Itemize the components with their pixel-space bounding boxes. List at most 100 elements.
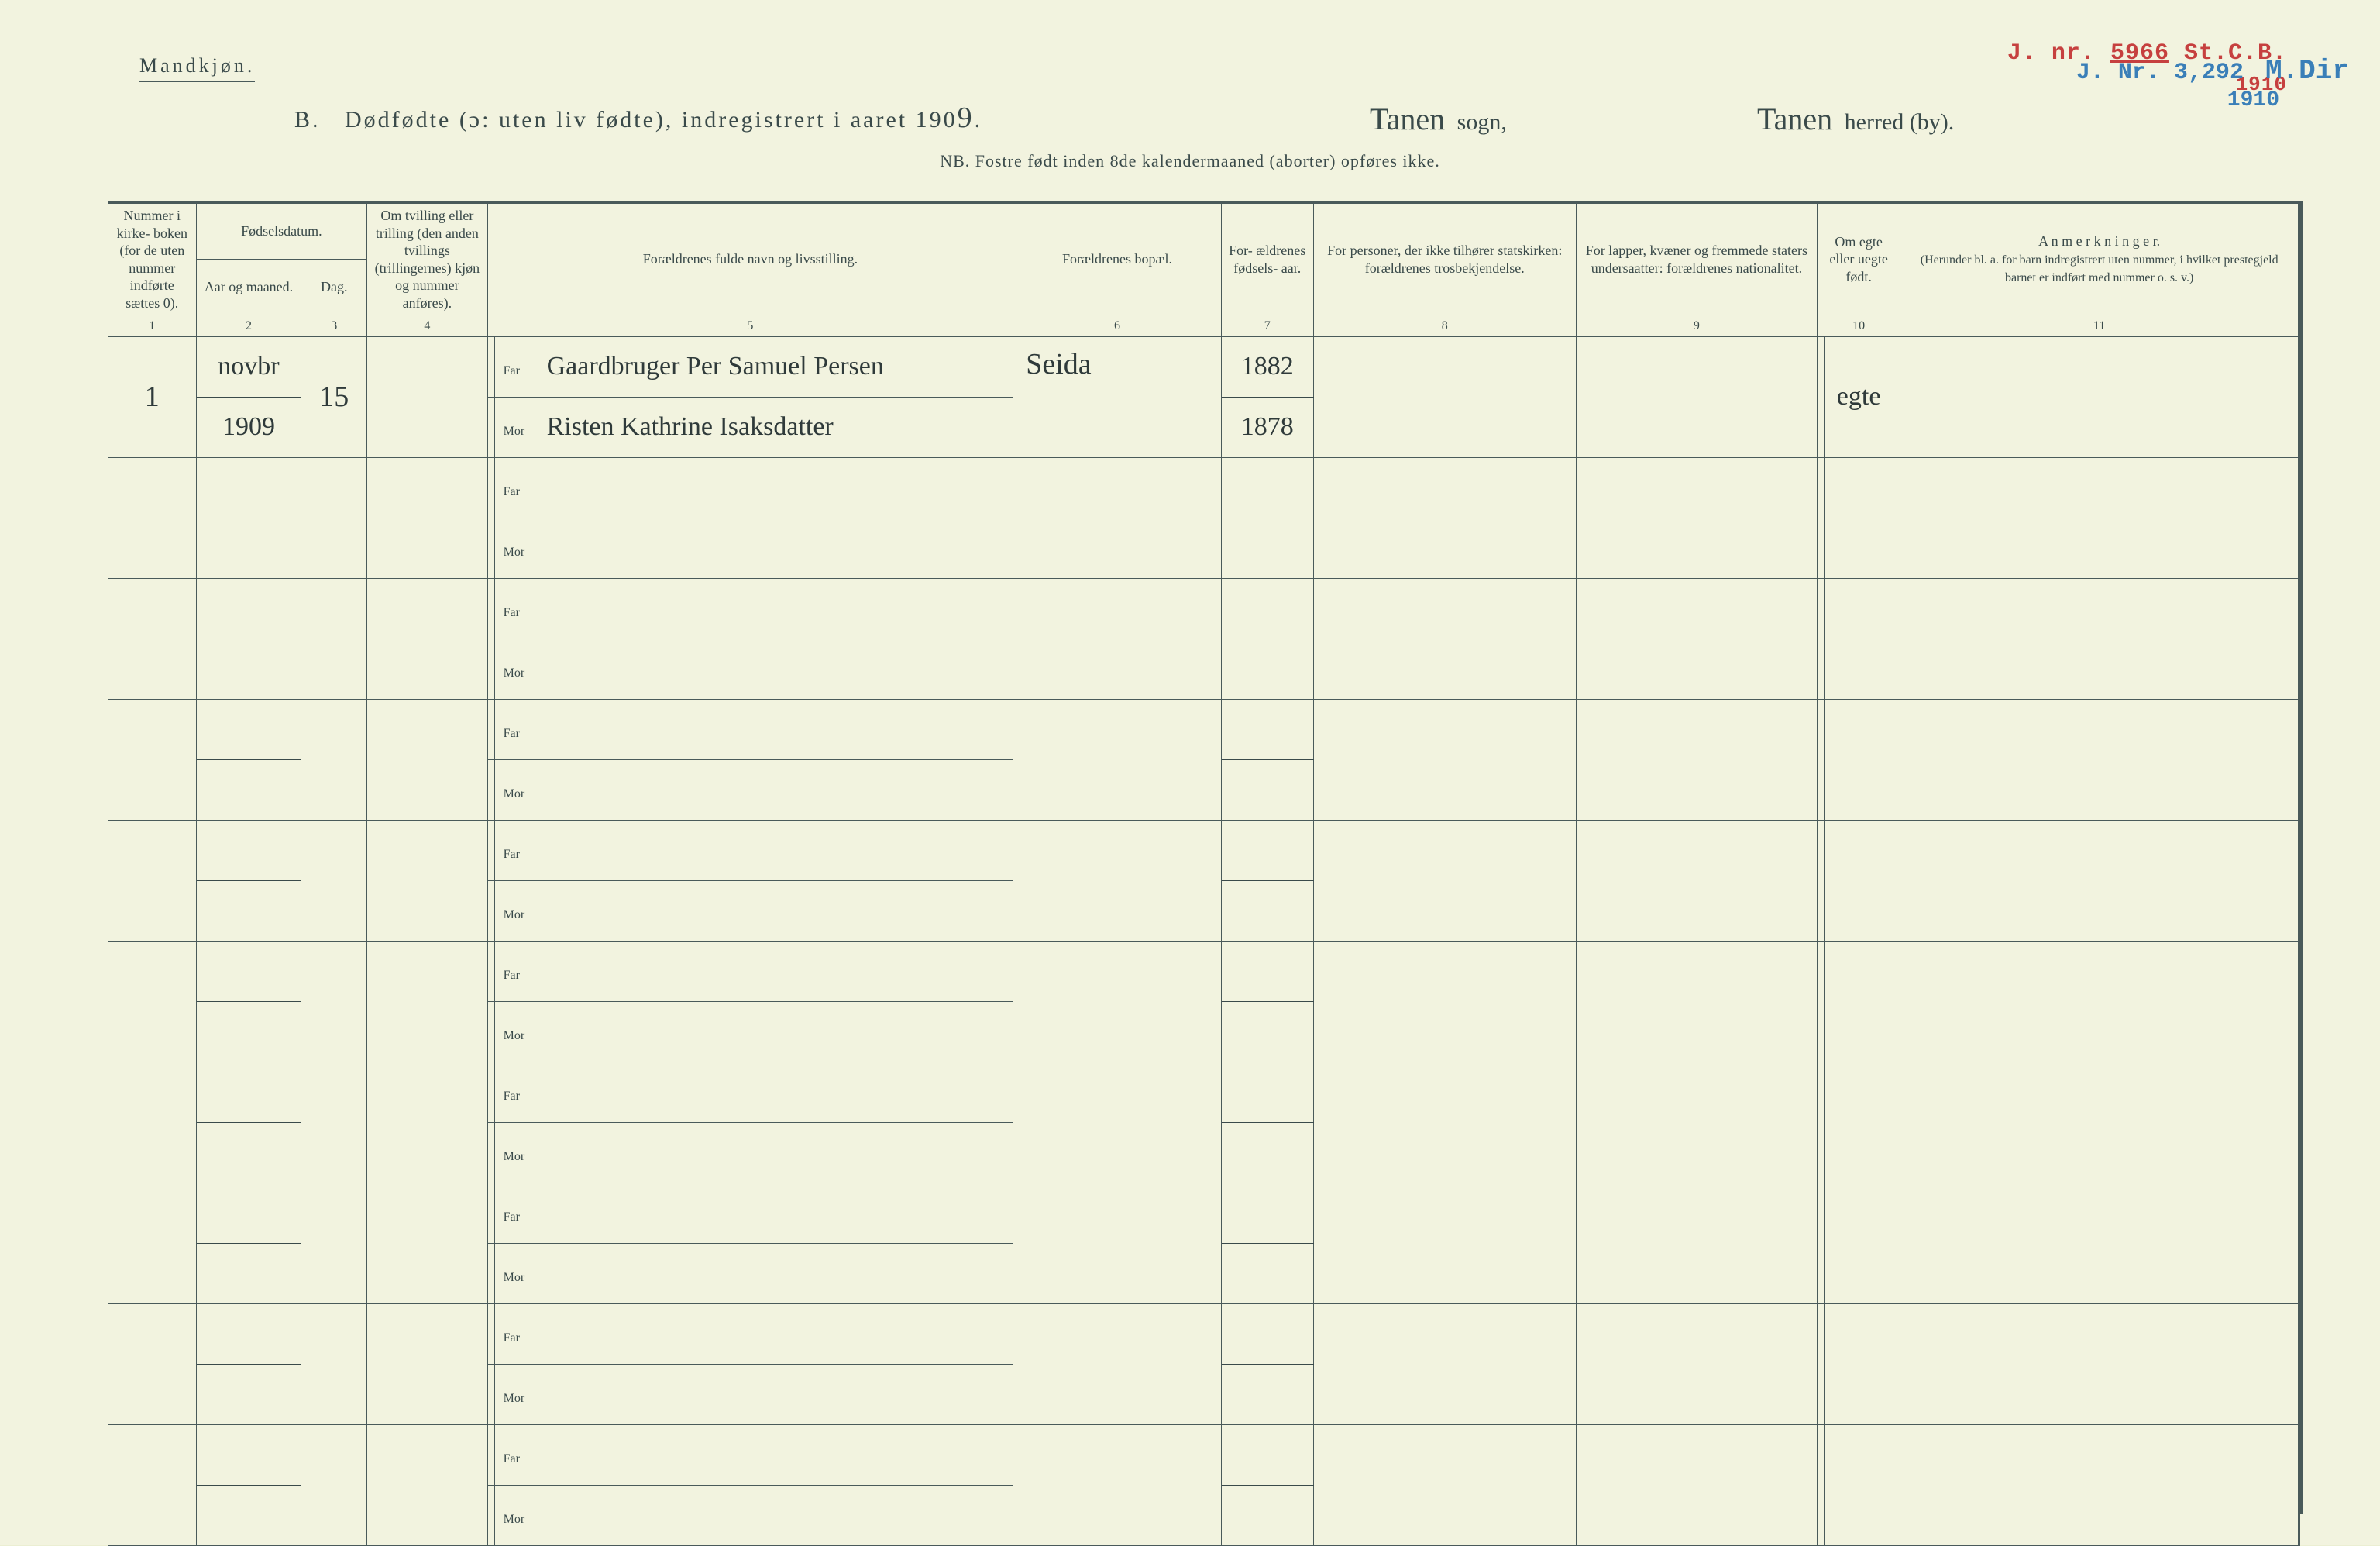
cell-bopael [1013,700,1222,821]
cell-tros [1313,458,1576,579]
herred-value: Tanen [1757,102,1832,136]
cell-twin [367,337,488,458]
col-header-9: For lapper, kvæner og fremmede staters u… [1576,204,1817,315]
cell-anm [1900,942,2299,1062]
cell-nat [1576,1062,1817,1183]
table-row: Far [108,579,2299,639]
cell-anm [1900,458,2299,579]
table-row: Far [108,821,2299,881]
cell-egte: egte [1817,337,1900,458]
cell-yearmonth-top [196,700,301,760]
col-header-6: Forældrenes bopæl. [1013,204,1222,315]
cell-twin [367,700,488,821]
cell-yearmonth-bot [196,1123,301,1183]
colnum-6: 6 [1013,315,1222,337]
cell-far-birth: 1882 [1221,337,1313,398]
cell-yearmonth-top [196,1062,301,1123]
cell-tros [1313,1183,1576,1304]
cell-far-name: Far [487,458,1013,518]
cell-yearmonth-top [196,1425,301,1486]
cell-number [108,458,196,579]
cell-mor-name: Mor [487,760,1013,821]
cell-number [108,1183,196,1304]
cell-number: 1 [108,337,196,458]
cell-egte [1817,1425,1900,1546]
col-header-7: For- ældrenes fødsels- aar. [1221,204,1313,315]
cell-tros [1313,1062,1576,1183]
cell-tros [1313,1425,1576,1546]
cell-nat [1576,579,1817,700]
cell-mor-birth [1221,881,1313,942]
cell-day [301,1425,367,1546]
cell-tros [1313,821,1576,942]
cell-far-name: Far [487,1304,1013,1365]
cell-mor-name: Mor [487,518,1013,579]
cell-anm [1900,1304,2299,1425]
table-row: Far [108,1425,2299,1486]
cell-day [301,458,367,579]
cell-bopael [1013,942,1222,1062]
cell-far-birth [1221,579,1313,639]
cell-mor-name: Mor [487,1002,1013,1062]
cell-twin [367,1304,488,1425]
cell-day [301,821,367,942]
cell-nat [1576,458,1817,579]
cell-egte [1817,458,1900,579]
cell-day [301,1062,367,1183]
cell-twin [367,1183,488,1304]
cell-yearmonth-bot [196,760,301,821]
cell-nat [1576,942,1817,1062]
cell-far-name: Far [487,1425,1013,1486]
colnum-7: 7 [1221,315,1313,337]
cell-twin [367,1062,488,1183]
cell-far-birth [1221,942,1313,1002]
cell-anm [1900,821,2299,942]
cell-nat [1576,700,1817,821]
gender-heading: Mandkjøn. [139,54,255,82]
cell-anm [1900,579,2299,700]
table-body: 1 novbr 15 FarGaardbruger Per Samuel Per… [108,337,2299,1546]
cell-yearmonth-bot [196,1002,301,1062]
cell-far-birth [1221,821,1313,881]
cell-far-birth [1221,458,1313,518]
cell-number [108,700,196,821]
cell-tros [1313,1304,1576,1425]
cell-egte [1817,1183,1900,1304]
cell-twin [367,942,488,1062]
cell-day [301,1304,367,1425]
cell-day [301,700,367,821]
cell-far-name: Far [487,700,1013,760]
cell-far-name: FarGaardbruger Per Samuel Persen [487,337,1013,398]
cell-nat [1576,1304,1817,1425]
cell-tros [1313,579,1576,700]
cell-far-name: Far [487,821,1013,881]
section-letter: B. [294,107,321,133]
cell-mor-birth [1221,1244,1313,1304]
cell-yearmonth-bot [196,639,301,700]
cell-yearmonth-top [196,821,301,881]
cell-mor-name: MorRisten Kathrine Isaksdatter [487,398,1013,458]
cell-day: 15 [301,337,367,458]
title-period: . [975,107,983,133]
col-header-11: A n m e r k n i n g e r. (Herunder bl. a… [1900,204,2299,315]
colnum-4: 4 [367,315,488,337]
document-page: J. nr. 5966 St.C.B. 1910 J. Nr. 3,292 M.… [0,0,2380,1545]
cell-yearmonth-bot [196,1244,301,1304]
table-row: Far [108,458,2299,518]
cell-egte [1817,1062,1900,1183]
cell-number [108,1425,196,1546]
cell-yearmonth-bot [196,518,301,579]
cell-mor-birth: 1878 [1221,398,1313,458]
cell-nat [1576,821,1817,942]
cell-far-birth [1221,700,1313,760]
cell-far-name: Far [487,579,1013,639]
col-header-5: Forældrenes fulde navn og livsstilling. [487,204,1013,315]
cell-number [108,579,196,700]
table-row: Far [108,1062,2299,1123]
table-row: Far [108,1304,2299,1365]
colnum-3: 3 [301,315,367,337]
stamp-blue-number: 3,292 [2174,60,2244,86]
colnum-9: 9 [1576,315,1817,337]
col-header-11-sub: (Herunder bl. a. for barn indregistrert … [1921,253,2279,284]
cell-yearmonth-bot [196,1486,301,1546]
